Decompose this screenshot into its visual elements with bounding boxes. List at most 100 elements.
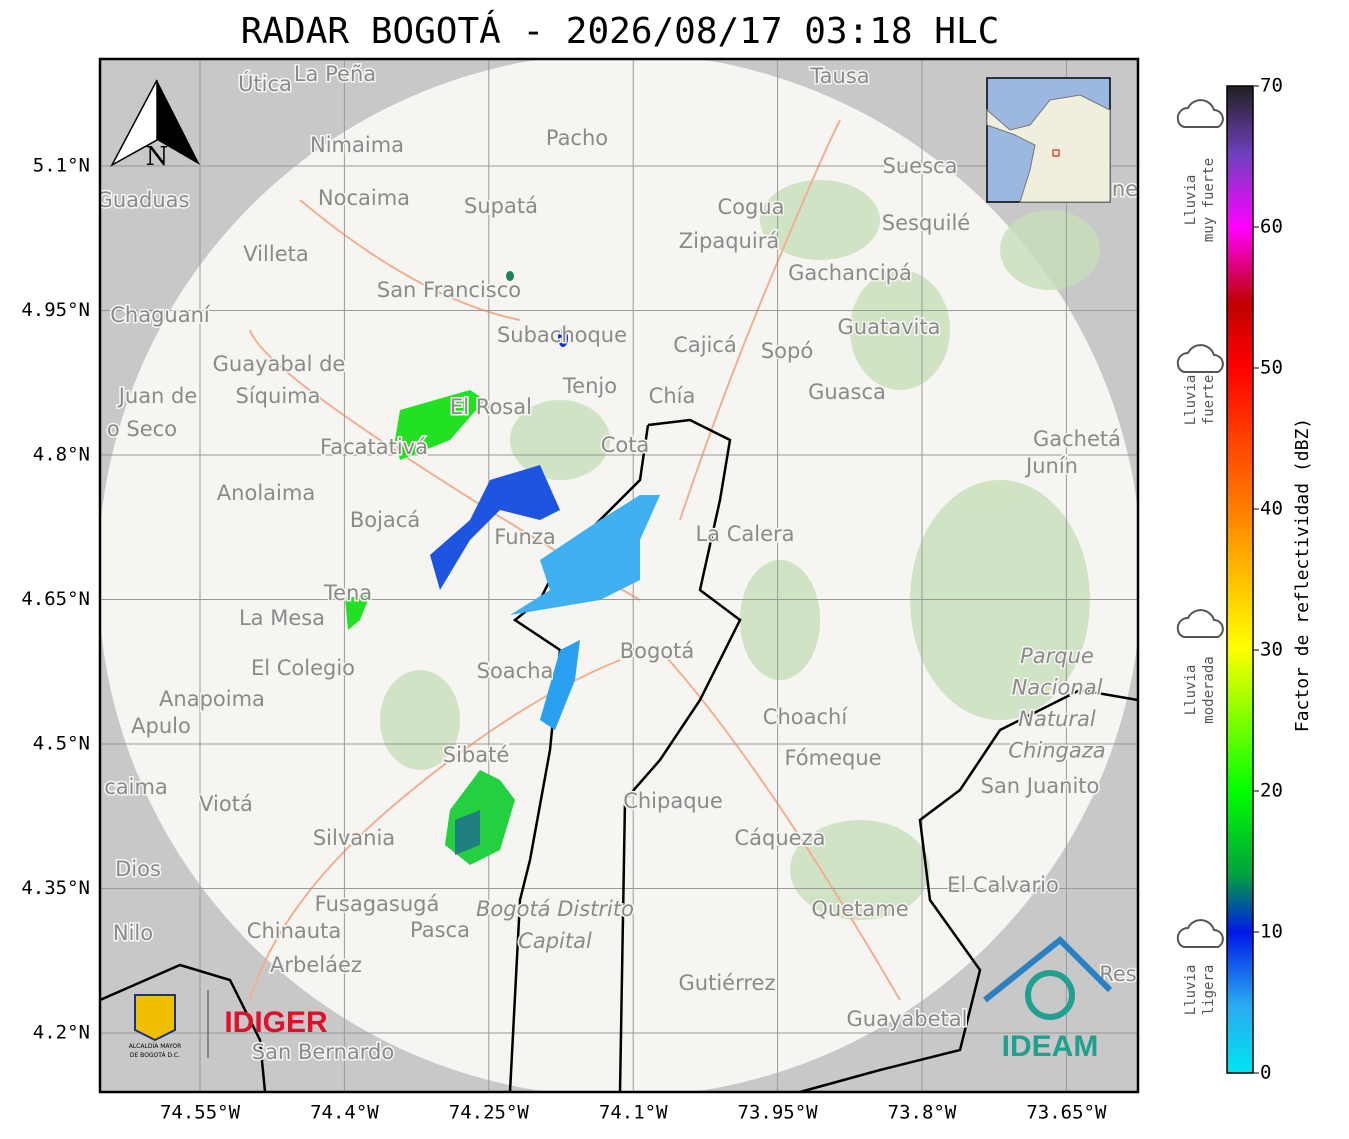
district-label: Capital — [518, 929, 592, 953]
cloud-icon — [1176, 344, 1224, 373]
place-label: La Mesa — [239, 606, 325, 630]
intensity-item: Lluvia fuerte — [1176, 344, 1224, 426]
cloud-icon — [1176, 609, 1224, 638]
place-label: Chaguaní — [110, 303, 211, 327]
place-labels: Útica La Peña Tausa Pacho Nimaima Suesca Guadu… — [97, 61, 1138, 1066]
park-label: Parque — [1020, 644, 1094, 668]
colorbar-tick-label: 50 — [1260, 357, 1283, 379]
lon-tick-label: 74.1°W — [599, 1102, 668, 1124]
place-label: Tausa — [809, 64, 869, 88]
place-label: Subachoque — [497, 323, 627, 347]
place-label: o Seco — [107, 417, 177, 441]
place-label: Suesca — [883, 154, 958, 178]
alcaldia-line: ALCALDÍA MAYOR — [129, 1043, 182, 1050]
boundaries — [100, 418, 1138, 1092]
place-label: Bojacá — [350, 508, 420, 532]
colorbar-tick-label: 20 — [1260, 780, 1283, 802]
place-label: Anolaima — [217, 481, 315, 505]
place-label: Guayabetal — [847, 1007, 968, 1031]
place-label: Gachetá — [1033, 427, 1121, 451]
title: RADAR BOGOTÁ - 2026/08/17 03:18 HLC — [241, 10, 1000, 52]
place-label: Chipaque — [623, 789, 723, 813]
place-label: San Bernardo — [252, 1040, 394, 1064]
place-label: Supatá — [464, 194, 538, 218]
place-label: Viotá — [199, 792, 253, 816]
idiger-logo: IDIGER — [224, 1006, 328, 1039]
place-label: Nimaima — [310, 133, 404, 157]
place-label: El Calvario — [947, 873, 1059, 897]
lat-tick-label: 4.35°N — [21, 877, 90, 899]
place-label: Junín — [1024, 454, 1078, 478]
place-label: Bogotá — [620, 639, 695, 663]
precipitation — [345, 271, 660, 865]
place-label: Guaduas — [97, 188, 190, 212]
place-label: Nocaima — [318, 186, 410, 210]
place-label: Sibaté — [443, 743, 510, 767]
terrain — [380, 180, 1100, 920]
place-label: Gachancipá — [788, 261, 912, 285]
lon-tick-label: 74.4°W — [310, 1102, 379, 1124]
place-label: Chinauta — [247, 919, 341, 943]
place-label: Quetame — [811, 897, 908, 921]
lat-tick-label: 4.8°N — [33, 444, 90, 466]
place-label: Silvania — [313, 826, 395, 850]
place-label: Tenjo — [562, 374, 617, 398]
district-label: Bogotá Distrito — [476, 897, 634, 921]
place-label: El Colegio — [251, 656, 355, 680]
colorbar-label: Factor de reflectividad (dBZ) — [1292, 418, 1313, 732]
cloud-icon — [1176, 919, 1224, 948]
park-label: Nacional — [1012, 676, 1103, 700]
ideam-text: IDEAM — [1002, 1030, 1099, 1063]
intensity-label: ligera — [1201, 965, 1217, 1016]
place-label: San Francisco — [377, 278, 521, 302]
north-label: N — [146, 142, 169, 172]
intensity-item: Lluvia moderada — [1176, 609, 1224, 724]
map: Útica La Peña Tausa Pacho Nimaima Suesca Guadu… — [97, 59, 1138, 1092]
intensity-label: fuerte — [1201, 375, 1217, 426]
place-label: Sesquilé — [882, 211, 970, 235]
lon-tick-label: 73.65°W — [1026, 1102, 1107, 1124]
place-label: El Rosal — [450, 395, 532, 419]
place-label: Dios — [115, 857, 161, 881]
place-label: Guasca — [808, 380, 886, 404]
intensity-label: Lluvia — [1183, 665, 1199, 716]
inset-map — [986, 77, 1111, 203]
place-label: Funza — [494, 525, 555, 549]
cloud-icon — [1176, 99, 1224, 128]
place-label: Gutiérrez — [679, 971, 776, 995]
place-label: Arbeláez — [270, 953, 362, 977]
place-label: Pacho — [546, 126, 608, 150]
lon-tick-label: 73.95°W — [738, 1102, 819, 1124]
place-label: caima — [104, 775, 168, 799]
place-label: Sopó — [761, 339, 813, 363]
place-label: Chía — [649, 384, 696, 408]
place-label: Apulo — [131, 714, 191, 738]
lon-tick-label: 74.25°W — [449, 1102, 530, 1124]
alcaldia-line: DE BOGOTÁ D.C. — [130, 1052, 180, 1059]
colorbar-tick-label: 70 — [1260, 75, 1283, 97]
place-label: ne — [1112, 177, 1138, 201]
place-label: Guayabal de — [213, 352, 346, 376]
intensity-item: Lluvia ligera — [1176, 919, 1224, 1016]
lat-tick-label: 5.1°N — [33, 155, 90, 177]
place-label: Cáqueza — [735, 826, 826, 850]
place-label: Zipaquirá — [679, 229, 779, 253]
place-label: Nilo — [113, 921, 153, 945]
place-label: Facatativá — [320, 435, 428, 459]
alcaldia-logo: ALCALDÍA MAYOR DE BOGOTÁ D.C. IDIGER — [129, 990, 328, 1059]
place-label: San Juanito — [981, 774, 1100, 798]
place-label: Cota — [601, 433, 650, 457]
colorbar-tick-label: 30 — [1260, 639, 1283, 661]
place-label: Fómeque — [784, 746, 881, 770]
colorbar-tick-label: 60 — [1260, 216, 1283, 238]
place-label: Juan de — [117, 384, 198, 408]
place-label: Choachí — [763, 705, 849, 729]
intensity-label: Lluvia — [1183, 175, 1199, 226]
lat-tick-label: 4.5°N — [33, 733, 90, 755]
place-label: Anapoima — [159, 687, 265, 711]
place-label: Pasca — [410, 918, 470, 942]
place-label: La Peña — [294, 62, 376, 86]
ideam-logo: IDEAM — [983, 935, 1113, 1063]
